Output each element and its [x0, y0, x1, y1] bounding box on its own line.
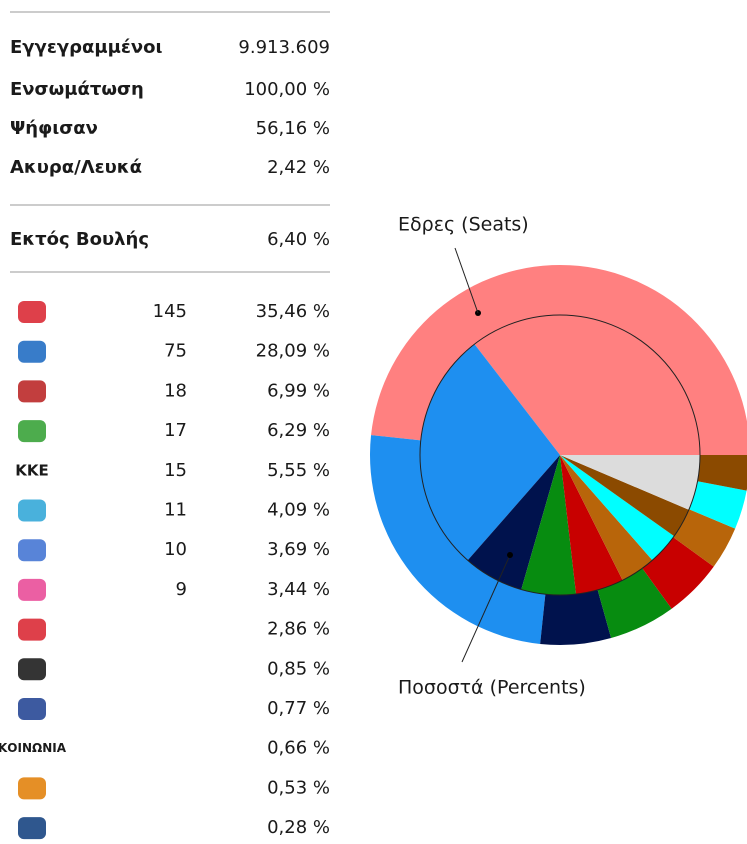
stat-value: 2,42 % — [267, 157, 330, 178]
seat-segment — [689, 481, 747, 529]
party-percent: 4,09 % — [267, 500, 330, 521]
party-percent: 3,44 % — [267, 579, 330, 600]
party-logo: ΚΚΕ — [15, 461, 49, 479]
percent-slice — [474, 314, 700, 455]
stat-value: 56,16 % — [256, 118, 330, 139]
percent-slice — [521, 455, 577, 596]
party-percent: 6,29 % — [267, 420, 330, 441]
party-logo — [18, 499, 46, 522]
party-logo — [18, 380, 46, 403]
seats-annotation: Εδρες (Seats) — [398, 214, 529, 236]
percents-annotation: Ποσοστά (Percents) — [398, 677, 586, 699]
stat-label: Ακυρα/Λευκά — [10, 157, 142, 178]
outside-value: 6,40 % — [267, 229, 330, 250]
percent-slice — [560, 455, 623, 595]
party-seats: 17 — [164, 420, 187, 441]
party-logo — [18, 658, 46, 681]
percent-slice — [560, 455, 700, 510]
party-percent: 5,55 % — [267, 460, 330, 481]
percent-slice — [560, 455, 675, 561]
party-seats: 75 — [164, 341, 187, 362]
party-seats: 9 — [176, 579, 187, 600]
percent-slice — [560, 455, 689, 537]
party-seats: 18 — [164, 380, 187, 401]
party-logo: ΚΟΙΝΩΝΙΑ — [0, 741, 67, 755]
stat-label: Ψήφισαν — [10, 118, 98, 139]
party-percent: 2,86 % — [267, 619, 330, 640]
party-logo — [18, 420, 46, 443]
party-percent: 0,66 % — [267, 738, 330, 759]
party-percent: 35,46 % — [256, 301, 330, 322]
stat-value: 9.913.609 — [238, 37, 330, 58]
party-percent: 0,28 % — [267, 817, 330, 838]
seat-segment — [697, 455, 747, 491]
seat-segment — [673, 509, 736, 567]
outside-label: Εκτός Βουλής — [10, 229, 149, 250]
party-percent: 0,85 % — [267, 658, 330, 679]
party-logo — [18, 618, 46, 641]
party-seats: 10 — [164, 539, 187, 560]
pie-chart — [370, 265, 747, 645]
seat-segment — [371, 265, 747, 455]
percent-slice — [419, 344, 560, 561]
party-logo — [18, 698, 46, 720]
seat-segment — [370, 435, 546, 644]
party-percent: 0,77 % — [267, 698, 330, 719]
stat-value: 100,00 % — [244, 79, 330, 100]
percent-slice — [467, 455, 560, 590]
seat-segment — [540, 589, 612, 645]
party-percent: 28,09 % — [256, 341, 330, 362]
stat-label: Εγγεγραμμένοι — [10, 37, 163, 58]
party-seats: 11 — [164, 500, 187, 521]
party-seats: 145 — [153, 301, 187, 322]
party-percent: 6,99 % — [267, 380, 330, 401]
percent-slice — [560, 455, 653, 581]
party-percent: 0,53 % — [267, 777, 330, 798]
party-seats: 15 — [164, 460, 187, 481]
party-logo — [18, 539, 46, 562]
seat-segment — [597, 568, 672, 639]
inner-outline — [419, 314, 701, 596]
party-percent: 3,69 % — [267, 539, 330, 560]
leader-line — [461, 554, 511, 663]
party-logo — [18, 578, 46, 601]
party-logo — [18, 777, 46, 800]
stat-label: Ενσωμάτωση — [10, 79, 144, 100]
party-logo — [18, 340, 46, 363]
leader-dot — [507, 552, 513, 558]
party-logo — [18, 301, 46, 323]
leader-line — [454, 247, 479, 314]
seat-segment — [642, 537, 714, 609]
party-logo — [18, 817, 46, 840]
